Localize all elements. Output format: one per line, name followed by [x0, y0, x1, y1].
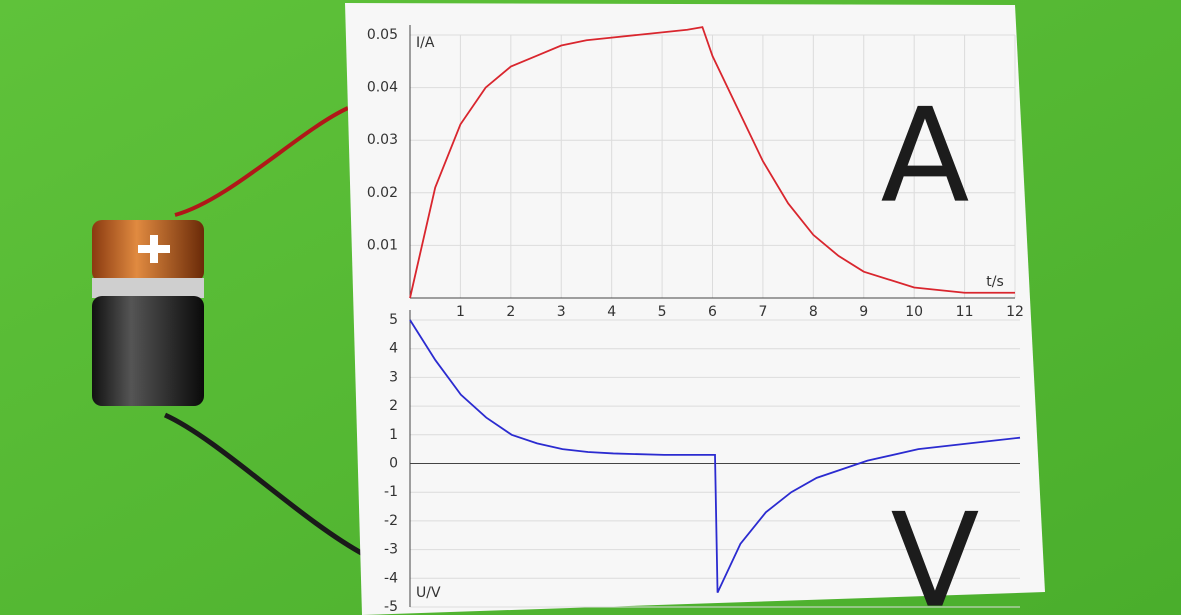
y-tick-label: -5 — [384, 599, 398, 615]
y-tick-label: 2 — [389, 398, 398, 414]
y-axis-label: U/V — [416, 585, 441, 601]
x-tick-label: 12 — [1006, 304, 1024, 320]
x-tick-label: 8 — [809, 304, 818, 320]
x-tick-label: 2 — [506, 304, 515, 320]
y-tick-label: 3 — [389, 369, 398, 385]
y-tick-label: 1 — [389, 427, 398, 443]
scene: 0.010.020.030.040.05123456789101112I/At/… — [0, 0, 1181, 615]
battery-body — [92, 296, 204, 406]
annotation: A — [881, 80, 970, 232]
battery — [92, 220, 204, 406]
y-tick-label: 0.01 — [367, 237, 398, 253]
y-tick-label: 0 — [389, 456, 398, 472]
y-tick-label: 0.02 — [367, 185, 398, 201]
x-tick-label: 5 — [658, 304, 667, 320]
y-tick-label: 0.03 — [367, 132, 398, 148]
x-tick-label: 9 — [859, 304, 868, 320]
y-tick-label: -4 — [384, 570, 398, 586]
x-tick-label: 1 — [456, 304, 465, 320]
y-tick-label: 0.04 — [367, 80, 398, 96]
y-tick-label: -2 — [384, 513, 398, 529]
x-tick-label: 6 — [708, 304, 717, 320]
y-tick-label: 4 — [389, 341, 398, 357]
x-tick-label: 10 — [905, 304, 923, 320]
y-tick-label: -3 — [384, 542, 398, 558]
x-tick-label: 3 — [557, 304, 566, 320]
y-tick-label: -1 — [384, 484, 398, 500]
battery-band — [92, 278, 204, 298]
y-tick-label: 0.05 — [367, 27, 398, 43]
page: 0.010.020.030.040.05123456789101112I/At/… — [0, 0, 1181, 615]
annotation: V — [891, 485, 980, 615]
x-tick-label: 4 — [607, 304, 616, 320]
x-tick-label: 7 — [758, 304, 767, 320]
y-tick-label: 5 — [389, 312, 398, 328]
x-axis-label: t/s — [986, 274, 1004, 290]
x-tick-label: 11 — [956, 304, 974, 320]
y-axis-label: I/A — [416, 35, 435, 51]
